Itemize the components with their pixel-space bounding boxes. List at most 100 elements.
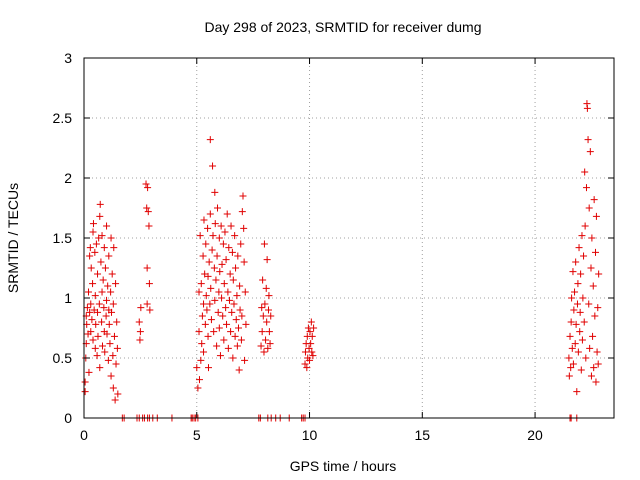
data-point [234, 324, 242, 332]
data-point [574, 280, 582, 288]
data-point [569, 360, 577, 368]
data-point [137, 304, 145, 312]
data-point [568, 344, 576, 352]
data-point [96, 200, 104, 208]
data-point [222, 304, 230, 312]
data-point [262, 284, 270, 292]
data-point [219, 312, 227, 320]
data-point [94, 308, 102, 316]
data-point [86, 252, 94, 260]
data-point [89, 280, 97, 288]
data-point [234, 252, 242, 260]
data-point [216, 352, 224, 360]
y-tick-label: 1 [64, 290, 72, 306]
data-point [584, 136, 592, 144]
data-point [105, 320, 113, 328]
data-point [87, 328, 95, 336]
data-point [206, 300, 214, 308]
data-point [577, 270, 585, 278]
data-point [232, 316, 240, 324]
data-point [260, 240, 268, 248]
data-point [585, 300, 593, 308]
data-point [240, 224, 248, 232]
data-point [107, 372, 115, 380]
data-point [265, 328, 273, 336]
data-point [201, 320, 209, 328]
data-point [588, 234, 596, 242]
data-point [301, 348, 309, 356]
data-point [594, 304, 602, 312]
x-axis-label: GPS time / hours [290, 458, 397, 474]
data-point [198, 340, 206, 348]
data-point [101, 348, 109, 356]
data-point [135, 318, 143, 326]
data-point [205, 258, 213, 266]
data-point [81, 378, 89, 386]
data-point [199, 252, 207, 260]
data-point [239, 192, 247, 200]
x-tick-label: 0 [80, 427, 88, 443]
x-tick-label: 15 [415, 427, 431, 443]
data-point [209, 232, 217, 240]
data-point [211, 188, 219, 196]
data-point [196, 232, 204, 240]
data-point [258, 328, 266, 336]
data-point [91, 248, 99, 256]
data-point [581, 168, 589, 176]
data-point [216, 268, 224, 276]
data-point [108, 270, 116, 278]
data-point [202, 292, 210, 300]
data-point [143, 300, 151, 308]
data-point [240, 258, 248, 266]
data-point [565, 354, 573, 362]
data-point [198, 312, 206, 320]
data-point [580, 318, 588, 326]
data-point [96, 364, 104, 372]
data-point [568, 294, 576, 302]
data-point [94, 332, 102, 340]
data-point [586, 148, 594, 156]
data-point [309, 352, 317, 360]
data-point [200, 216, 208, 224]
data-point [242, 320, 250, 328]
data-point [108, 308, 116, 316]
data-point [590, 364, 598, 372]
data-point [576, 328, 584, 336]
data-point [220, 280, 228, 288]
data-point [573, 300, 581, 308]
data-point [83, 304, 91, 312]
data-point [237, 240, 245, 248]
data-point [581, 222, 589, 230]
data-point [215, 234, 223, 242]
data-point [572, 320, 580, 328]
data-point [197, 356, 205, 364]
data-point [98, 288, 106, 296]
data-point [93, 352, 101, 360]
data-point [267, 312, 275, 320]
data-point [200, 348, 208, 356]
data-point [567, 318, 575, 326]
data-point [590, 196, 598, 204]
data-point [106, 340, 114, 348]
data-point [215, 288, 223, 296]
data-point [144, 184, 152, 192]
data-point [576, 308, 584, 316]
data-point [109, 352, 117, 360]
data-point [578, 232, 586, 240]
data-point [144, 208, 152, 216]
data-point [95, 300, 103, 308]
data-point [227, 222, 235, 230]
data-point [218, 294, 226, 302]
data-point [233, 292, 241, 300]
data-point [306, 356, 314, 364]
data-point [85, 368, 93, 376]
data-point [114, 390, 122, 398]
data-point [570, 306, 578, 314]
data-point [223, 320, 231, 328]
data-point [195, 376, 203, 384]
data-point [225, 244, 233, 252]
data-point [146, 306, 154, 314]
data-point [195, 328, 203, 336]
data-point [573, 388, 581, 396]
